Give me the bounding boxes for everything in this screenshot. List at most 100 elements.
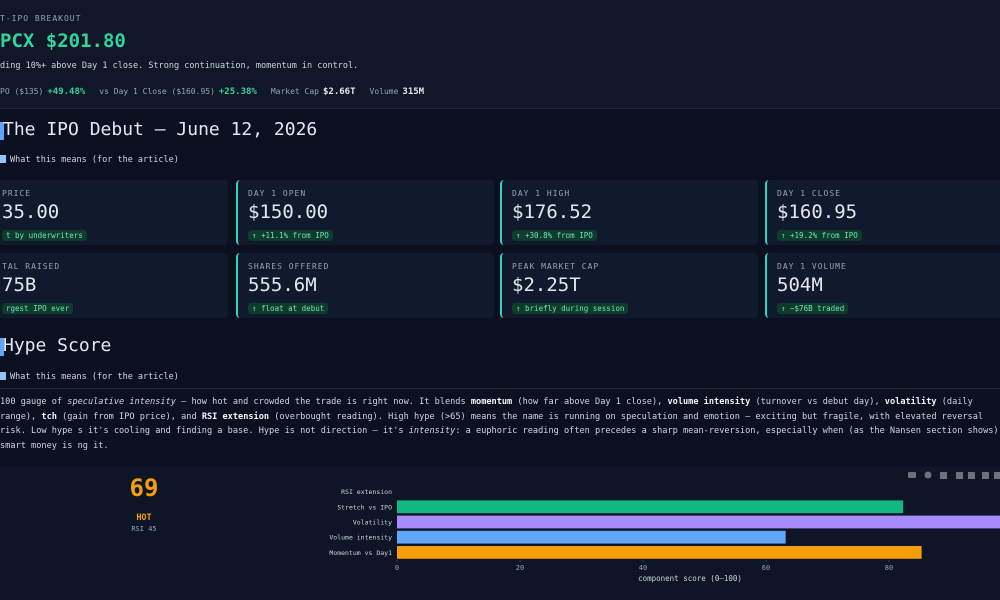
accent <box>0 122 4 140</box>
card-label: DAY 1 VOLUME <box>777 262 847 271</box>
text-segment: (overbought reading). High hype (>65) me… <box>0 411 984 437</box>
stat-value: 315M <box>402 87 425 97</box>
text-segment: (turnover vs debut day), <box>750 397 885 407</box>
text-segment: (gain from IPO price), and <box>56 411 202 422</box>
text-segment: (daily range), <box>0 397 973 422</box>
zoom-in-icon[interactable] <box>956 472 963 479</box>
toggle-label: What this means (for the article) <box>10 372 179 382</box>
toggle-icon <box>0 372 6 380</box>
text-segment: : a euphoric reading often precedes a sh… <box>0 426 999 451</box>
header-title: PCX $201.80 <box>0 30 126 52</box>
bar <box>397 530 786 544</box>
card-value: 504M <box>777 274 823 296</box>
stat-card: PEAK MARKET CAP $2.25T ↑ briefly during se… <box>500 253 758 318</box>
x-axis-title: component score (0–100) <box>638 574 742 583</box>
card-badge: t by underwriters <box>2 230 87 241</box>
text-segment: momentum <box>470 397 513 407</box>
accent <box>0 338 4 356</box>
hype-level: HOT <box>136 513 152 523</box>
toggle-icon <box>0 155 6 163</box>
bar <box>397 515 1000 529</box>
card-value: 35.00 <box>2 201 60 223</box>
rsi: RSI 45 <box>131 525 157 533</box>
stat-label: Market Cap <box>270 87 319 96</box>
stat-card: DAY 1 OPEN $150.00 ↑ +11.1% from IPO <box>236 180 494 245</box>
stat-card: PRICE 35.00 t by underwriters <box>0 180 228 245</box>
text-segment: — how hot and crowded the trade is right… <box>175 397 471 407</box>
bar <box>397 500 904 514</box>
x-tick-label: 80 <box>885 564 893 572</box>
text-segment: volatility <box>884 397 937 407</box>
stat-card: DAY 1 VOLUME 504M ↑ ~$76B traded <box>765 253 1000 318</box>
text-segment: volume intensity <box>667 397 751 407</box>
zoom-out-icon[interactable] <box>968 472 975 479</box>
stat-value: +25.38% <box>218 87 257 97</box>
card-badge: rgest IPO ever <box>2 303 74 314</box>
stat-value: $2.66T <box>323 87 356 97</box>
bar <box>397 546 922 559</box>
toggle[interactable]: What this means (for the article) <box>0 155 179 165</box>
card-badge: ↑ ~$76B traded <box>777 303 849 314</box>
explanation: 100 gauge of speculative intensity — how… <box>0 388 1000 465</box>
stat-card: DAY 1 HIGH $176.52 ↑ +30.8% from IPO <box>500 180 758 245</box>
toggle-label: What this means (for the article) <box>10 155 179 165</box>
x-tick-label: 20 <box>516 564 524 572</box>
x-tick-label: 40 <box>639 564 647 572</box>
y-tick-label: Momentum vs Day1 <box>329 549 392 557</box>
card-label: DAY 1 OPEN <box>248 189 307 198</box>
card-value: 555.6M <box>248 274 317 296</box>
stat-card: SHARES OFFERED 555.6M ↑ float at debut <box>236 253 494 318</box>
gauge-panel: 69 HOT RSI 45 <box>0 466 300 600</box>
stat: vs Day 1 Close ($160.95) +25.38% <box>99 87 257 97</box>
stat-label: PO ($135) <box>0 87 44 96</box>
card-label: PEAK MARKET CAP <box>512 262 600 271</box>
card-value: 75B <box>2 274 37 296</box>
hype-score: 69 <box>129 474 159 502</box>
toggle[interactable]: What this means (for the article) <box>0 372 179 382</box>
stats: PO ($135) +49.48% vs Day 1 Close ($160.95)… <box>0 87 424 97</box>
header: T-IPO BREAKOUT PCX $201.80 ding 10%+ abo… <box>0 0 1000 109</box>
text-segment: intensity <box>408 426 456 437</box>
stat-card: DAY 1 CLOSE $160.95 ↑ +19.2% from IPO <box>765 180 1000 245</box>
card-value: $176.52 <box>512 201 593 223</box>
card-value: $2.25T <box>512 274 581 296</box>
card-label: DAY 1 HIGH <box>512 189 571 198</box>
stat-label: Volume <box>369 87 399 96</box>
card-label: TAL RAISED <box>2 262 61 271</box>
text-segment: tch <box>41 411 57 422</box>
stat: Market Cap $2.66T <box>271 87 356 97</box>
y-tick-label: Volume intensity <box>329 534 392 542</box>
stat-label: vs Day 1 Close ($160.95) <box>99 87 215 96</box>
card-label: PRICE <box>2 189 32 198</box>
x-tick-label: 60 <box>762 564 770 572</box>
card-label: DAY 1 CLOSE <box>777 189 841 198</box>
card-badge: ↑ float at debut <box>248 303 329 314</box>
reset-icon[interactable] <box>994 472 1000 479</box>
text-segment: (how far above Day 1 close), <box>512 397 668 407</box>
camera-icon[interactable] <box>908 472 916 478</box>
card-label: SHARES OFFERED <box>248 262 330 271</box>
modebar[interactable] <box>908 471 1000 480</box>
x-tick-label: 0 <box>395 564 399 572</box>
text-segment: 100 gauge of <box>0 397 68 407</box>
stat-card: TAL RAISED 75B rgest IPO ever <box>0 253 228 318</box>
card-badge: ↑ +11.1% from IPO <box>248 230 333 241</box>
card-value: $160.95 <box>777 201 858 223</box>
card-badge: ↑ +19.2% from IPO <box>777 230 862 241</box>
section-title: Hype Score <box>3 335 112 356</box>
chart: component score (0–100) 0 20 40 60 80 RSI ext… <box>300 466 1000 600</box>
y-tick-label: RSI extension <box>341 488 392 496</box>
text-segment: RSI extension <box>201 411 270 422</box>
pan-icon[interactable] <box>940 472 947 479</box>
header-subtitle: ding 10%+ above Day 1 close. Strong cont… <box>0 61 359 71</box>
y-tick-label: Volatility <box>353 519 392 527</box>
section-title: The IPO Debut — June 12, 2026 <box>3 119 318 140</box>
stat: PO ($135) +49.48% <box>0 87 85 97</box>
eyebrow: T-IPO BREAKOUT <box>0 14 82 23</box>
zoom-icon[interactable] <box>924 471 932 479</box>
autoscale-icon[interactable] <box>982 472 989 479</box>
card-badge: ↑ briefly during session <box>512 303 629 314</box>
text-segment: speculative intensity <box>67 397 176 407</box>
y-tick-label: Stretch vs IPO <box>337 503 392 511</box>
